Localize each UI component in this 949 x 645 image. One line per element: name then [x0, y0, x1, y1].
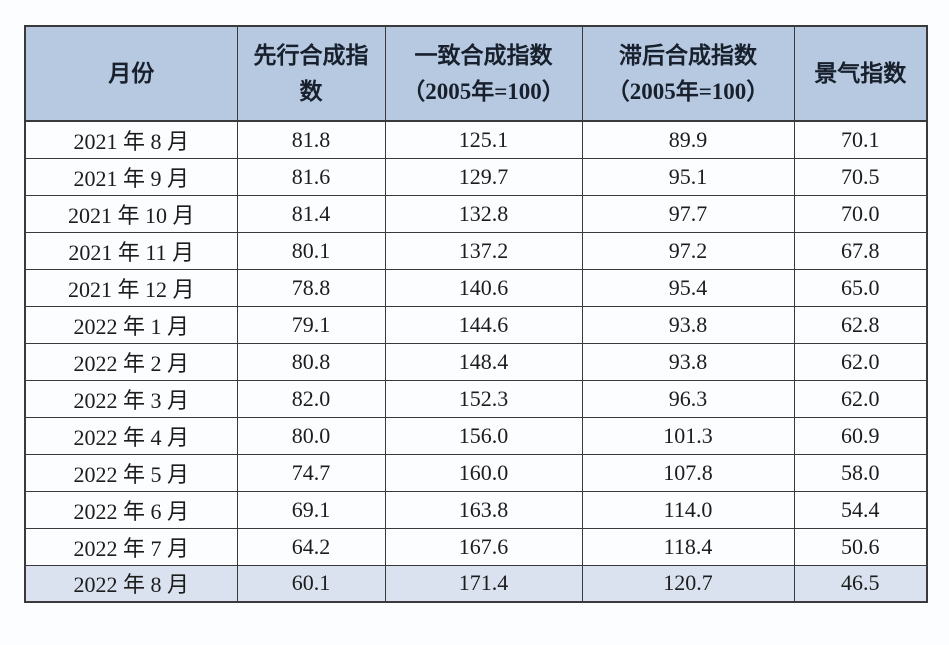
header-row: 月份 先行合成指 数 一致合成指数 （2005年=100） 滞后合成指数 （20…: [24, 25, 928, 122]
boom-index-cell: 70.0: [793, 194, 928, 233]
column-header-boom-index-label: 景气指数: [814, 60, 907, 86]
month-cell: 2022 年 6 月: [24, 490, 238, 529]
table-row: 2021 年 11 月 80.1 137.2 97.2 67.8: [24, 231, 928, 270]
leading-index-cell: 80.8: [236, 342, 386, 381]
leading-index-cell: 80.0: [236, 416, 386, 455]
leading-index-cell: 69.1: [236, 490, 386, 529]
table-row: 2021 年 8 月 81.8 125.1 89.9 70.1: [24, 120, 928, 159]
month-cell: 2022 年 5 月: [24, 453, 238, 492]
month-cell: 2022 年 4 月: [24, 416, 238, 455]
lagging-index-cell: 114.0: [581, 490, 795, 529]
boom-index-cell: 50.6: [793, 527, 928, 566]
coincident-index-cell: 137.2: [384, 231, 583, 270]
table-header: 月份 先行合成指 数 一致合成指数 （2005年=100） 滞后合成指数 （20…: [24, 25, 928, 122]
coincident-index-cell: 132.8: [384, 194, 583, 233]
leading-index-cell: 81.6: [236, 157, 386, 196]
boom-index-cell: 54.4: [793, 490, 928, 529]
table-row: 2022 年 2 月 80.8 148.4 93.8 62.0: [24, 342, 928, 381]
column-header-month-label: 月份: [108, 60, 155, 86]
lagging-index-cell: 97.7: [581, 194, 795, 233]
table-row: 2022 年 3 月 82.0 152.3 96.3 62.0: [24, 379, 928, 418]
table-row: 2022 年 5 月 74.7 160.0 107.8 58.0: [24, 453, 928, 492]
month-cell: 2022 年 2 月: [24, 342, 238, 381]
coincident-index-cell: 160.0: [384, 453, 583, 492]
leading-index-cell: 79.1: [236, 305, 386, 344]
coincident-index-cell: 167.6: [384, 527, 583, 566]
month-cell: 2022 年 1 月: [24, 305, 238, 344]
boom-index-cell: 58.0: [793, 453, 928, 492]
table-row: 2021 年 9 月 81.6 129.7 95.1 70.5: [24, 157, 928, 196]
column-header-coincident-index: 一致合成指数 （2005年=100）: [384, 25, 583, 122]
month-cell: 2021 年 9 月: [24, 157, 238, 196]
boom-index-cell: 62.8: [793, 305, 928, 344]
coincident-index-cell: 144.6: [384, 305, 583, 344]
coincident-index-cell: 171.4: [384, 564, 583, 603]
column-header-lagging-index: 滞后合成指数 （2005年=100）: [581, 25, 795, 122]
coincident-index-cell: 156.0: [384, 416, 583, 455]
column-header-boom-index: 景气指数: [793, 25, 928, 122]
boom-index-cell: 46.5: [793, 564, 928, 603]
column-header-leading-index: 先行合成指 数: [236, 25, 386, 122]
leading-index-cell: 81.4: [236, 194, 386, 233]
table-row: 2022 年 6 月 69.1 163.8 114.0 54.4: [24, 490, 928, 529]
coincident-index-cell: 140.6: [384, 268, 583, 307]
lagging-index-cell: 101.3: [581, 416, 795, 455]
lagging-index-cell: 97.2: [581, 231, 795, 270]
lagging-index-cell: 95.4: [581, 268, 795, 307]
leading-index-cell: 82.0: [236, 379, 386, 418]
boom-index-cell: 70.1: [793, 120, 928, 159]
coincident-index-cell: 148.4: [384, 342, 583, 381]
month-cell: 2022 年 7 月: [24, 527, 238, 566]
month-cell: 2022 年 3 月: [24, 379, 238, 418]
column-header-coincident-index-label: 一致合成指数 （2005年=100）: [402, 42, 565, 104]
column-header-month: 月份: [24, 25, 238, 122]
leading-index-cell: 78.8: [236, 268, 386, 307]
lagging-index-cell: 118.4: [581, 527, 795, 566]
coincident-index-cell: 163.8: [384, 490, 583, 529]
leading-index-cell: 60.1: [236, 564, 386, 603]
boom-index-cell: 62.0: [793, 379, 928, 418]
leading-index-cell: 64.2: [236, 527, 386, 566]
table-row: 2022 年 4 月 80.0 156.0 101.3 60.9: [24, 416, 928, 455]
month-cell: 2022 年 8 月: [24, 564, 238, 603]
table-row: 2021 年 10 月 81.4 132.8 97.7 70.0: [24, 194, 928, 233]
index-table: 月份 先行合成指 数 一致合成指数 （2005年=100） 滞后合成指数 （20…: [24, 25, 928, 603]
leading-index-cell: 80.1: [236, 231, 386, 270]
column-header-leading-index-label: 先行合成指 数: [253, 42, 369, 104]
coincident-index-cell: 152.3: [384, 379, 583, 418]
boom-index-cell: 67.8: [793, 231, 928, 270]
month-cell: 2021 年 8 月: [24, 120, 238, 159]
coincident-index-cell: 129.7: [384, 157, 583, 196]
month-cell: 2021 年 12 月: [24, 268, 238, 307]
boom-index-cell: 62.0: [793, 342, 928, 381]
boom-index-cell: 60.9: [793, 416, 928, 455]
table-row: 2022 年 1 月 79.1 144.6 93.8 62.8: [24, 305, 928, 344]
table-row: 2022 年 8 月 60.1 171.4 120.7 46.5: [24, 564, 928, 603]
lagging-index-cell: 93.8: [581, 342, 795, 381]
month-cell: 2021 年 10 月: [24, 194, 238, 233]
boom-index-cell: 70.5: [793, 157, 928, 196]
lagging-index-cell: 95.1: [581, 157, 795, 196]
lagging-index-cell: 107.8: [581, 453, 795, 492]
table-body: 2021 年 8 月 81.8 125.1 89.9 70.1 2021 年 9 月 81.…: [24, 120, 928, 603]
boom-index-cell: 65.0: [793, 268, 928, 307]
month-cell: 2021 年 11 月: [24, 231, 238, 270]
lagging-index-cell: 120.7: [581, 564, 795, 603]
lagging-index-cell: 93.8: [581, 305, 795, 344]
table-row: 2022 年 7 月 64.2 167.6 118.4 50.6: [24, 527, 928, 566]
leading-index-cell: 81.8: [236, 120, 386, 159]
table-row: 2021 年 12 月 78.8 140.6 95.4 65.0: [24, 268, 928, 307]
lagging-index-cell: 96.3: [581, 379, 795, 418]
leading-index-cell: 74.7: [236, 453, 386, 492]
lagging-index-cell: 89.9: [581, 120, 795, 159]
coincident-index-cell: 125.1: [384, 120, 583, 159]
column-header-lagging-index-label: 滞后合成指数 （2005年=100）: [606, 42, 770, 104]
